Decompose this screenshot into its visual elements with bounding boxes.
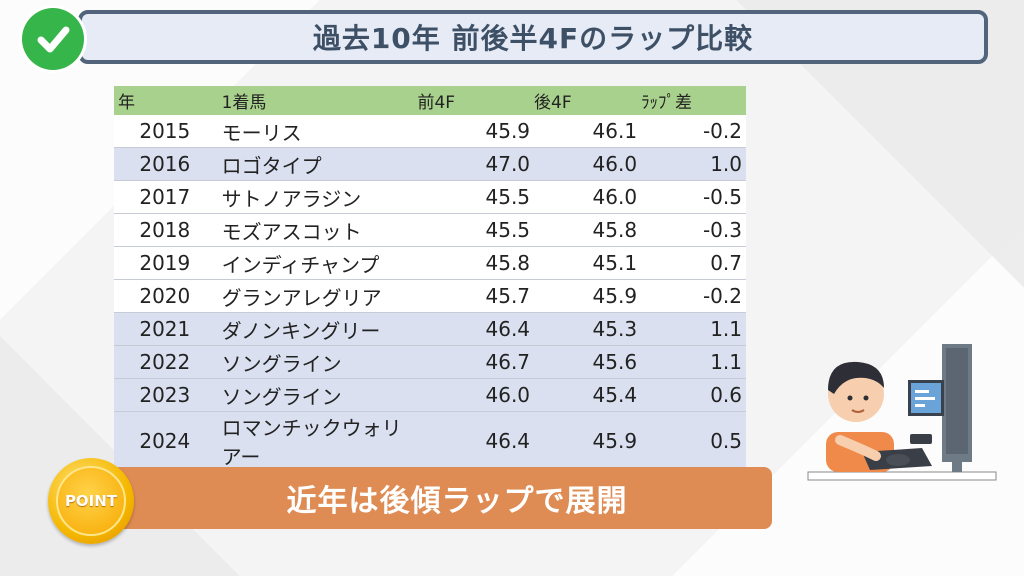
first4f-cell: 45.8 [413, 246, 531, 280]
diff-cell: 1.0 [637, 147, 746, 181]
last4f-cell: 45.8 [530, 213, 638, 247]
first4f-cell: 45.5 [413, 180, 531, 214]
diff-cell: 1.1 [637, 312, 746, 346]
horse-cell: グランアレグリア [215, 279, 414, 313]
column-header-horse: 1着馬 [215, 86, 414, 115]
horse-cell: ソングライン [215, 378, 414, 412]
point-badge: POINT [48, 458, 134, 544]
first4f-cell: 45.7 [413, 279, 531, 313]
check-icon [22, 8, 84, 70]
last4f-cell: 45.4 [530, 378, 638, 412]
horse-cell: モーリス [215, 115, 414, 148]
year-cell: 2024 [114, 411, 216, 471]
table-row: 2024 ロマンチックウォリアー 46.4 45.9 0.5 [114, 411, 746, 471]
table-row: 2021 ダノンキングリー 46.4 45.3 1.1 [114, 312, 746, 346]
first4f-cell: 46.4 [413, 411, 531, 471]
diff-cell: 1.1 [637, 345, 746, 379]
year-cell: 2020 [114, 279, 216, 313]
first4f-cell: 45.9 [413, 115, 531, 148]
horse-cell: インディチャンプ [215, 246, 414, 280]
horse-cell: ダノンキングリー [215, 312, 414, 346]
last4f-cell: 45.1 [530, 246, 638, 280]
last4f-cell: 46.0 [530, 147, 638, 181]
table-row: 2019 インディチャンプ 45.8 45.1 0.7 [114, 246, 746, 280]
year-cell: 2019 [114, 246, 216, 280]
horse-cell: モズアスコット [215, 213, 414, 247]
horse-cell: ロマンチックウォリアー [215, 411, 414, 471]
table-row: 2015 モーリス 45.9 46.1 -0.2 [114, 115, 746, 148]
diff-cell: -0.2 [637, 115, 746, 148]
last4f-cell: 46.1 [530, 115, 638, 148]
point-banner: 近年は後傾ラップで展開 [112, 467, 772, 529]
diff-cell: 0.7 [637, 246, 746, 280]
point-badge-label: POINT [64, 492, 118, 510]
last4f-cell: 45.3 [530, 312, 638, 346]
first4f-cell: 46.0 [413, 378, 531, 412]
first4f-cell: 47.0 [413, 147, 531, 181]
column-header-year: 年 [114, 86, 216, 115]
year-cell: 2015 [114, 115, 216, 148]
year-cell: 2023 [114, 378, 216, 412]
horse-cell: サトノアラジン [215, 180, 414, 214]
diff-cell: -0.2 [637, 279, 746, 313]
year-cell: 2017 [114, 180, 216, 214]
diff-cell: -0.5 [637, 180, 746, 214]
point-text: 近年は後傾ラップで展開 [286, 484, 628, 519]
last4f-cell: 45.9 [530, 411, 638, 471]
lap-comparison-table: 年 1着馬 前4F 後4F ﾗｯﾌﾟ差 2015 モーリス 45.9 46.1 -0.2… [114, 86, 746, 471]
first4f-cell: 46.7 [413, 345, 531, 379]
diff-cell: 0.5 [637, 411, 746, 471]
column-header-first4f: 前4F [413, 86, 531, 115]
first4f-cell: 45.5 [413, 213, 531, 247]
person-at-computer-illustration [807, 344, 997, 481]
last4f-cell: 46.0 [530, 180, 638, 214]
table-row: 2023 ソングライン 46.0 45.4 0.6 [114, 378, 746, 412]
year-cell: 2018 [114, 213, 216, 247]
diff-cell: 0.6 [637, 378, 746, 412]
table-row: 2022 ソングライン 46.7 45.6 1.1 [114, 345, 746, 379]
table-header-row: 年 1着馬 前4F 後4F ﾗｯﾌﾟ差 [114, 86, 746, 115]
horse-cell: ソングライン [215, 345, 414, 379]
column-header-diff: ﾗｯﾌﾟ差 [637, 86, 746, 115]
table-row: 2020 グランアレグリア 45.7 45.9 -0.2 [114, 279, 746, 313]
table-row: 2016 ロゴタイプ 47.0 46.0 1.0 [114, 147, 746, 181]
table-row: 2017 サトノアラジン 45.5 46.0 -0.5 [114, 180, 746, 214]
column-header-last4f: 後4F [530, 86, 638, 115]
last4f-cell: 45.9 [530, 279, 638, 313]
first4f-cell: 46.4 [413, 312, 531, 346]
page-title: 過去10年 前後半4Fのラップ比較 [312, 22, 754, 55]
year-cell: 2021 [114, 312, 216, 346]
point-coin-icon: POINT [56, 466, 126, 536]
horse-cell: ロゴタイプ [215, 147, 414, 181]
last4f-cell: 45.6 [530, 345, 638, 379]
title-bar: 過去10年 前後半4Fのラップ比較 [78, 10, 988, 64]
table-row: 2018 モズアスコット 45.5 45.8 -0.3 [114, 213, 746, 247]
diff-cell: -0.3 [637, 213, 746, 247]
year-cell: 2022 [114, 345, 216, 379]
year-cell: 2016 [114, 147, 216, 181]
